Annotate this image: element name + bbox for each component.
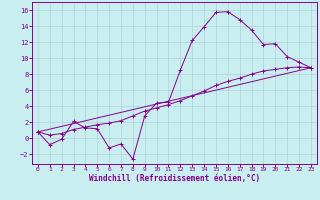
X-axis label: Windchill (Refroidissement éolien,°C): Windchill (Refroidissement éolien,°C) [89,174,260,183]
